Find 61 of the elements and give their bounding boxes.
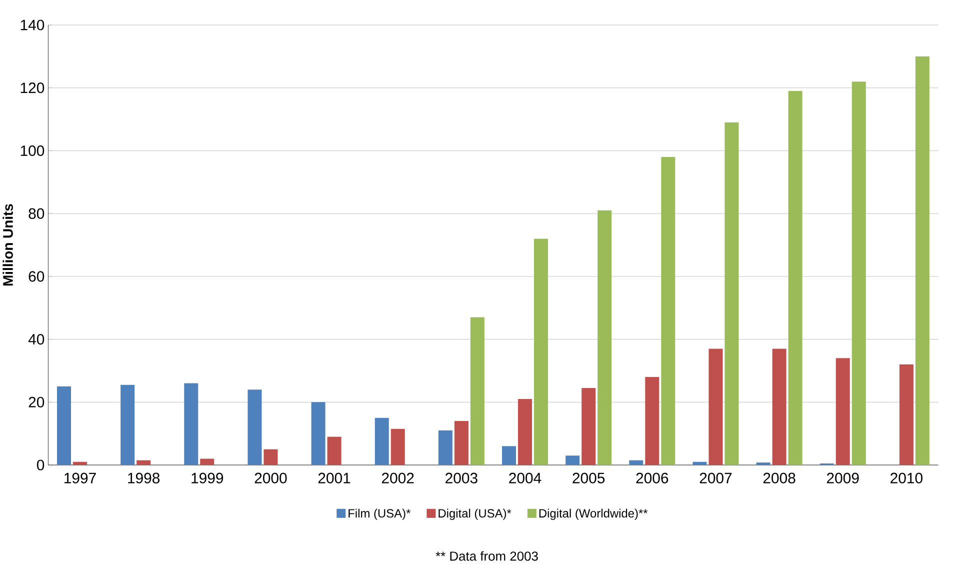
bar: [645, 377, 660, 465]
bar: [598, 210, 612, 465]
bar: [772, 348, 786, 465]
bar: [582, 388, 596, 465]
x-tick-label: 2010: [890, 472, 922, 484]
x-tick-label: 2004: [509, 472, 542, 484]
x-tick-label: 2002: [382, 472, 414, 484]
bar: [692, 462, 707, 465]
y-tick-label: 20: [28, 396, 44, 408]
x-tick-label: 1997: [64, 472, 96, 484]
bar: [836, 358, 850, 465]
bar: [120, 384, 135, 465]
y-tick-label: 40: [28, 334, 44, 345]
bar: [518, 399, 532, 465]
legend-label: Digital (Worldwide)**: [539, 508, 648, 520]
legend-label: Digital (USA)*: [438, 508, 512, 520]
bar: [327, 436, 342, 465]
bar: [73, 462, 87, 465]
x-tick-label: 2006: [636, 472, 668, 484]
bar: [200, 458, 214, 465]
x-tick-label: 1998: [128, 472, 160, 484]
bar: [629, 460, 644, 465]
bar: [724, 122, 739, 465]
bar: [311, 402, 326, 465]
bar: [264, 449, 278, 465]
x-tick-label: 1999: [192, 472, 224, 484]
bar: [136, 460, 151, 465]
x-tick-label: 2007: [700, 472, 732, 484]
y-tick-label: 80: [28, 208, 44, 219]
bar: [390, 428, 405, 465]
bar: [852, 82, 866, 465]
bar: [788, 90, 802, 465]
x-tick-label: 2005: [572, 472, 605, 484]
bar: [502, 446, 516, 465]
bar: [454, 421, 468, 465]
bar: [248, 390, 262, 465]
y-tick-label: 60: [28, 271, 44, 282]
bar: [915, 56, 930, 465]
x-tick-label: 2008: [763, 472, 796, 484]
y-tick-label: 100: [20, 145, 44, 156]
x-tick-label: 2009: [826, 472, 859, 484]
y-tick-label: 140: [20, 20, 44, 30]
bar: [661, 156, 676, 465]
x-tick-label: 2000: [254, 472, 287, 484]
y-axis-title: Million Units: [2, 204, 13, 286]
bar: [708, 348, 723, 465]
bar: [57, 386, 71, 465]
y-tick-label: 0: [36, 460, 44, 470]
bar: [470, 317, 484, 465]
y-tick-label: 120: [20, 82, 44, 94]
x-tick-label: 2003: [446, 472, 478, 484]
bar: [756, 462, 770, 465]
bar: [534, 238, 548, 465]
text: ** Data from 2003: [436, 551, 538, 561]
legend-label: Film (USA)*: [348, 508, 411, 520]
bar: [438, 430, 452, 465]
x-tick-label: 2001: [318, 472, 350, 484]
bar: [374, 418, 389, 465]
bar: [184, 383, 198, 465]
bar: [566, 456, 580, 465]
bar: [899, 364, 914, 465]
